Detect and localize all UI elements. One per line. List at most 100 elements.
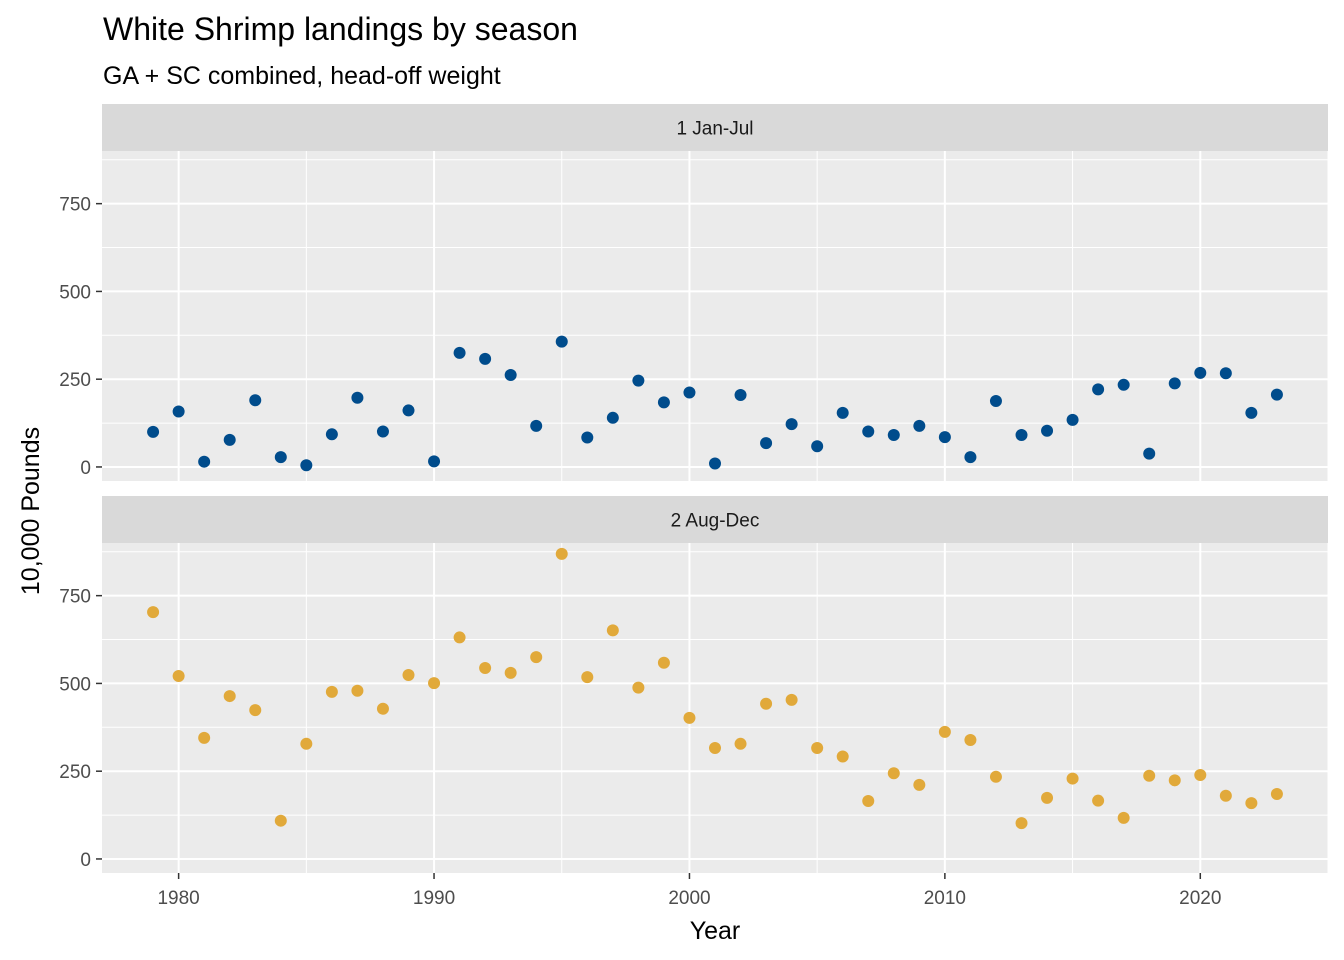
data-point	[530, 419, 543, 432]
x-tick-label: 1980	[157, 888, 199, 909]
data-point	[913, 778, 926, 791]
data-point	[632, 374, 645, 387]
data-point	[581, 671, 594, 684]
y-tick-label: 250	[59, 762, 91, 783]
y-tick-label: 0	[80, 458, 91, 479]
y-tick-label: 500	[59, 674, 91, 695]
data-point	[1092, 383, 1105, 396]
data-point	[964, 733, 977, 746]
facet-panel: 2 Aug-Dec 0 250 500 750	[59, 496, 1329, 873]
data-point	[249, 704, 262, 717]
data-point	[249, 394, 262, 407]
data-point	[683, 386, 696, 399]
y-tick-label: 250	[59, 370, 91, 391]
data-point	[989, 770, 1002, 783]
data-point	[1219, 367, 1232, 380]
data-point	[198, 731, 211, 744]
data-point	[1066, 772, 1079, 785]
data-point	[402, 404, 415, 417]
data-point	[938, 725, 951, 738]
facet-strip-label: 2 Aug-Dec	[671, 511, 760, 532]
panel-background	[102, 151, 1328, 481]
data-point	[504, 666, 517, 679]
chart-subtitle: GA + SC combined, head-off weight	[103, 62, 501, 90]
data-point	[147, 606, 160, 619]
data-point	[453, 631, 466, 644]
data-point	[172, 670, 185, 683]
data-point	[606, 624, 619, 637]
data-point	[734, 388, 747, 401]
x-tick-label: 2010	[924, 888, 966, 909]
data-point	[1117, 378, 1130, 391]
facet-panel: 1 Jan-Jul 0 250 500 750	[59, 104, 1329, 481]
x-axis: 1980 1990 2000 2010 2020	[157, 873, 1221, 909]
data-point	[632, 681, 645, 694]
data-point	[325, 428, 338, 441]
data-point	[198, 455, 211, 468]
data-point	[760, 697, 773, 710]
x-tick-label: 2020	[1179, 888, 1221, 909]
data-point	[1168, 774, 1181, 787]
data-point	[1015, 429, 1028, 442]
data-point	[1168, 377, 1181, 390]
data-point	[555, 547, 568, 560]
data-point	[428, 677, 441, 690]
data-point	[938, 431, 951, 444]
data-point	[325, 685, 338, 698]
data-point	[453, 346, 466, 359]
data-point	[300, 459, 313, 472]
data-point	[657, 656, 670, 669]
data-point	[734, 737, 747, 750]
y-tick-label: 500	[59, 282, 91, 303]
data-point	[1117, 811, 1130, 824]
data-point	[683, 711, 696, 724]
data-point	[1143, 447, 1156, 460]
data-point	[402, 669, 415, 681]
data-point	[351, 391, 364, 404]
data-point	[1066, 413, 1079, 426]
data-point	[709, 457, 721, 470]
data-point	[376, 702, 389, 715]
data-point	[223, 690, 236, 703]
data-point	[836, 406, 849, 419]
data-point	[964, 451, 977, 464]
y-tick-label: 0	[80, 850, 91, 871]
data-point	[1270, 788, 1283, 801]
facet-panels: 1 Jan-Jul 0 250 500 750 2 Aug-Dec 0 250 500 750	[59, 104, 1329, 873]
data-point	[862, 795, 875, 808]
data-point	[887, 429, 900, 442]
data-point	[785, 418, 798, 431]
data-point	[1194, 366, 1207, 379]
data-point	[1245, 797, 1258, 810]
data-point	[300, 737, 313, 750]
x-tick-label: 1990	[413, 888, 455, 909]
data-point	[274, 451, 287, 464]
data-point	[1270, 388, 1283, 401]
data-point	[836, 750, 849, 763]
facet-strip	[102, 496, 1328, 543]
data-point	[428, 455, 441, 468]
data-point	[1041, 424, 1054, 437]
x-axis-title: Year	[690, 917, 741, 945]
data-point	[913, 419, 926, 432]
data-point	[172, 405, 185, 418]
data-point	[223, 433, 236, 446]
data-point	[274, 814, 287, 827]
data-point	[376, 425, 389, 438]
data-point	[1219, 789, 1232, 802]
data-point	[811, 440, 824, 453]
data-point	[657, 396, 670, 409]
data-point	[504, 368, 517, 381]
y-axis-title: 10,000 Pounds	[17, 427, 45, 595]
data-point	[581, 431, 594, 444]
x-tick-label: 2000	[668, 888, 710, 909]
data-point	[760, 437, 773, 450]
data-point	[606, 411, 619, 424]
data-point	[147, 425, 160, 438]
data-point	[887, 767, 900, 780]
data-point	[1041, 791, 1054, 804]
y-tick-label: 750	[59, 195, 91, 216]
data-point	[811, 742, 824, 755]
data-point	[479, 661, 492, 674]
data-point	[1015, 817, 1028, 830]
